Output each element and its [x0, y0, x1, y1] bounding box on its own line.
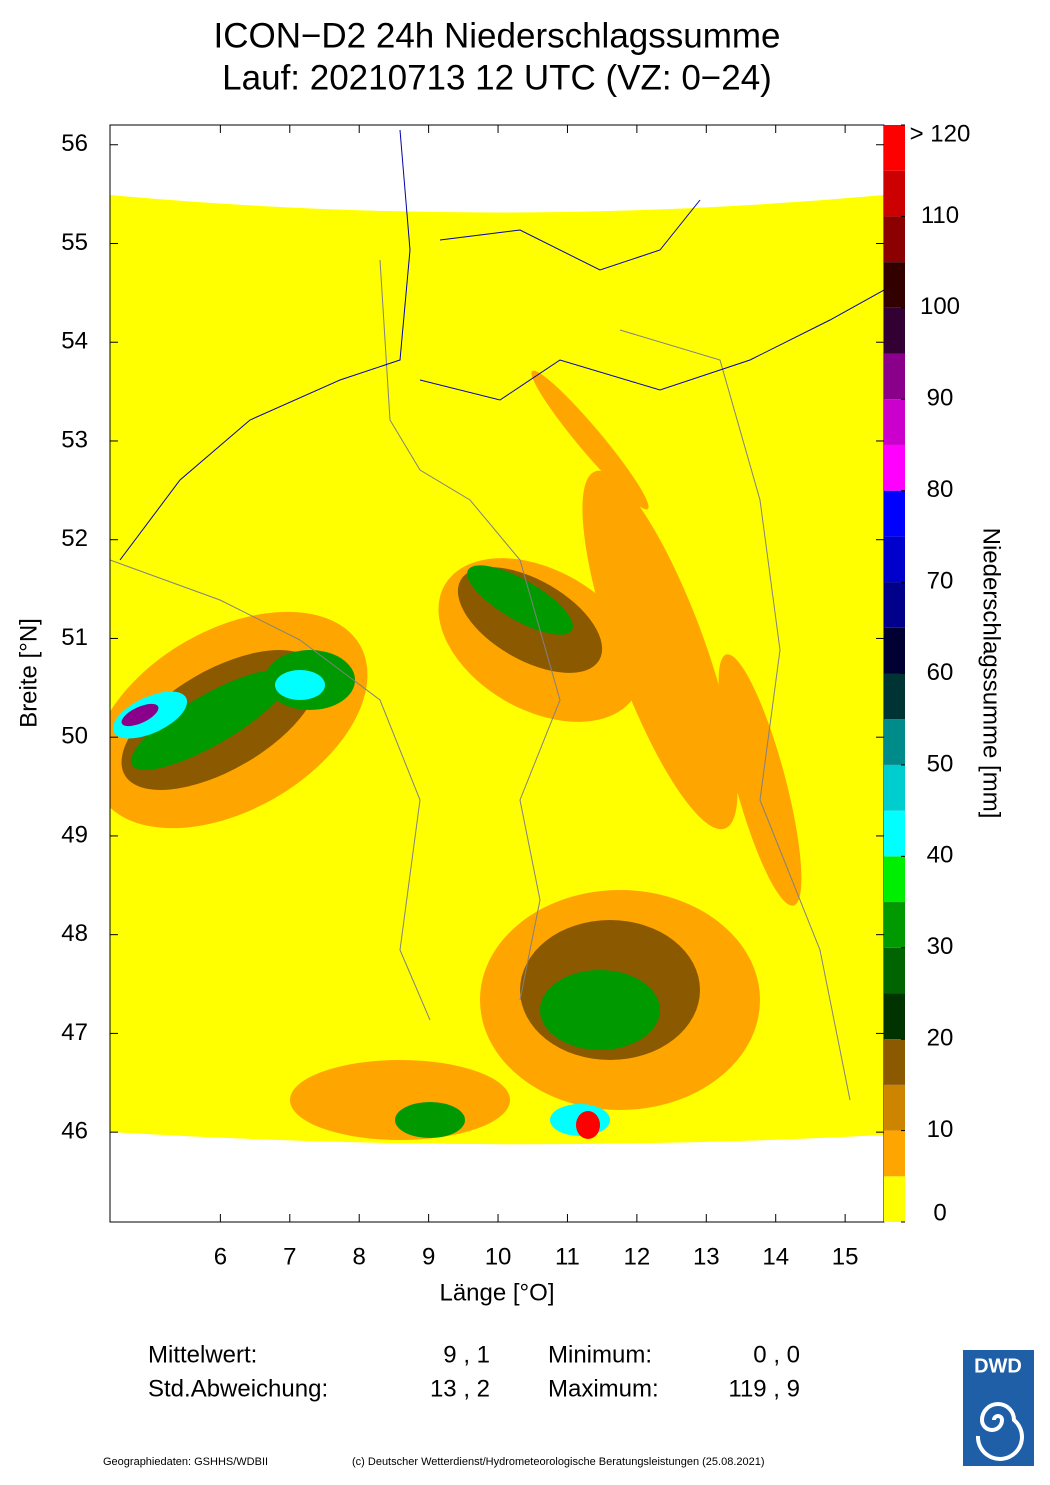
logo-box — [963, 1350, 1034, 1466]
title-line: Lauf: 20210713 12 UTC (VZ: 0−24) — [222, 58, 772, 97]
stat-label: Mittelwert: — [148, 1341, 257, 1368]
stat-label: Minimum: — [548, 1341, 652, 1368]
coastline — [419, 289, 884, 401]
map-field — [110, 129, 884, 1145]
coastlines — [119, 129, 884, 561]
colorbar-band — [884, 993, 905, 1040]
y-axis-label: Breite [°N] — [15, 618, 42, 728]
coastline — [119, 129, 411, 561]
x-tick-label: 10 — [485, 1243, 512, 1270]
colorbar-tick-label: 110 — [921, 202, 959, 229]
x-tick-label: 11 — [555, 1243, 580, 1270]
stat-label: Maximum: — [548, 1375, 659, 1402]
y-tick-label: 49 — [61, 821, 88, 848]
y-tick-label: 56 — [61, 130, 88, 157]
colorbar-band — [884, 1039, 905, 1085]
y-tick-label: 47 — [61, 1019, 88, 1046]
precip-area — [395, 1102, 465, 1138]
precip-area — [540, 970, 660, 1050]
colorbar-band — [884, 719, 905, 765]
colorbar-band — [884, 764, 905, 811]
footer-text: Geographiedaten: GSHHS/WDBII — [103, 1456, 268, 1468]
colorbar-band — [884, 856, 905, 903]
colorbar-band — [884, 170, 905, 217]
x-tick-label: 6 — [214, 1243, 227, 1270]
precip-area — [576, 1111, 600, 1139]
stat-value: 0 , 0 — [753, 1341, 800, 1368]
colorbar-band — [884, 536, 905, 583]
y-tick-label: 55 — [61, 229, 88, 256]
logo-spiral — [975, 1402, 1024, 1461]
colorbar-band — [884, 1130, 905, 1177]
stat-label: Std.Abweichung: — [148, 1375, 328, 1402]
colorbar-tick-label: > 120 — [910, 120, 971, 147]
colorbar-band — [884, 673, 905, 720]
colorbar-tick-label: 10 — [927, 1116, 954, 1143]
colorbar-tick-label: 50 — [927, 750, 954, 777]
colorbar-tick-label: 70 — [927, 567, 954, 594]
colorbar-band — [884, 399, 905, 445]
borders — [110, 259, 851, 1101]
colorbar-tick-label: 0 — [933, 1199, 946, 1226]
precip-area — [121, 703, 159, 727]
colorbar-band — [884, 582, 905, 628]
colorbar-band — [884, 490, 905, 537]
precip-area — [582, 470, 738, 830]
x-tick-label: 8 — [353, 1243, 366, 1270]
colorbar-band — [884, 1176, 905, 1222]
colorbar-band — [884, 627, 905, 674]
x-tick-label: 15 — [832, 1243, 859, 1270]
coastline — [439, 199, 701, 271]
y-tick-label: 48 — [61, 920, 88, 947]
colorbar-tick-label: 40 — [927, 842, 954, 869]
y-tick-label: 52 — [61, 525, 88, 552]
y-tick-label: 50 — [61, 723, 88, 750]
y-tick-label: 46 — [61, 1117, 88, 1144]
border — [110, 559, 431, 1021]
colorbar-band — [884, 307, 905, 354]
colorbar-band — [884, 262, 905, 308]
footer-text: (c) Deutscher Wetterdienst/Hydrometeorol… — [352, 1456, 765, 1468]
logo-text: DWD — [974, 1355, 1022, 1377]
precip-area — [467, 565, 573, 635]
x-tick-label: 7 — [283, 1243, 296, 1270]
colorbar-tick-label: 80 — [927, 476, 954, 503]
colorbar-band — [884, 1084, 905, 1131]
colorbar-band — [884, 444, 905, 491]
colorbar-tick-label: 30 — [927, 933, 954, 960]
precip-area — [531, 370, 649, 510]
x-tick-label: 12 — [624, 1243, 651, 1270]
colorbar-band — [884, 216, 905, 263]
colorbar-tick-label: 100 — [920, 293, 960, 320]
colorbar-band — [884, 902, 905, 948]
stat-value: 13 , 2 — [430, 1375, 490, 1402]
colorbar-tick-label: 20 — [927, 1025, 954, 1052]
colorbar-band — [884, 353, 905, 400]
colorbar-band — [884, 125, 905, 171]
x-axis-label: Länge [°O] — [439, 1279, 554, 1306]
precip-area — [131, 670, 289, 770]
colorbar-band — [884, 947, 905, 994]
border — [379, 259, 561, 1001]
x-tick-label: 13 — [693, 1243, 720, 1270]
colorbar-label: Niederschlagssumme [mm] — [978, 528, 1005, 819]
y-tick-label: 51 — [61, 624, 88, 651]
colorbar-tick-label: 90 — [927, 385, 954, 412]
x-tick-label: 9 — [422, 1243, 435, 1270]
x-tick-label: 14 — [762, 1243, 789, 1270]
stat-value: 9 , 1 — [443, 1341, 490, 1368]
stat-value: 119 , 9 — [728, 1375, 800, 1402]
precip-area — [718, 654, 802, 906]
border — [619, 329, 851, 1101]
y-tick-label: 54 — [61, 328, 88, 355]
colorbar-band — [884, 810, 905, 857]
y-tick-label: 53 — [61, 426, 88, 453]
title-line: ICON−D2 24h Niederschlagssumme — [213, 16, 780, 55]
colorbar-tick-label: 60 — [927, 659, 954, 686]
precip-area — [275, 670, 325, 700]
